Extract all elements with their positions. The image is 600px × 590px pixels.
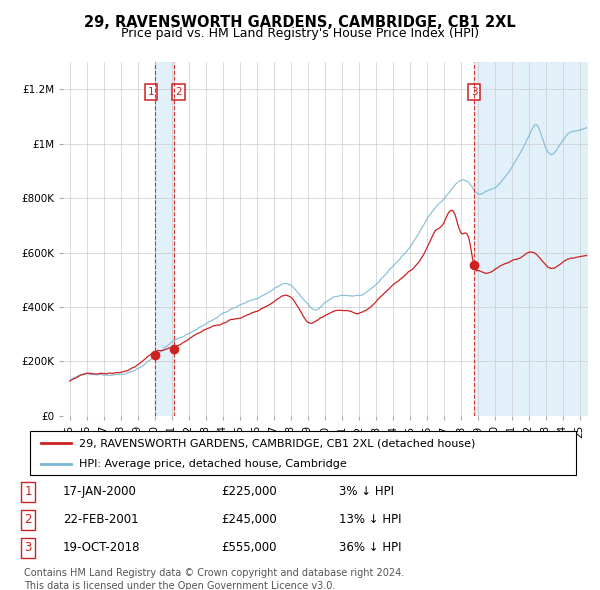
Text: 3: 3 [25,541,32,554]
Text: Price paid vs. HM Land Registry's House Price Index (HPI): Price paid vs. HM Land Registry's House … [121,27,479,40]
Text: 19-OCT-2018: 19-OCT-2018 [63,541,140,554]
Text: HPI: Average price, detached house, Cambridge: HPI: Average price, detached house, Camb… [79,459,347,469]
Bar [155,62,174,416]
Bar [474,62,588,416]
Text: £245,000: £245,000 [221,513,277,526]
Text: 2: 2 [175,87,182,97]
Text: 13% ↓ HPI: 13% ↓ HPI [340,513,402,526]
Text: 29, RAVENSWORTH GARDENS, CAMBRIDGE, CB1 2XL (detached house): 29, RAVENSWORTH GARDENS, CAMBRIDGE, CB1 … [79,438,476,448]
Text: 3: 3 [471,87,478,97]
Text: 22-FEB-2001: 22-FEB-2001 [63,513,139,526]
Text: 3% ↓ HPI: 3% ↓ HPI [340,486,394,499]
FancyBboxPatch shape [30,431,576,475]
Text: 2: 2 [25,513,32,526]
Text: 17-JAN-2000: 17-JAN-2000 [63,486,137,499]
Text: 1: 1 [25,486,32,499]
Text: 1: 1 [148,87,154,97]
Text: Contains HM Land Registry data © Crown copyright and database right 2024.
This d: Contains HM Land Registry data © Crown c… [24,568,404,590]
Text: 36% ↓ HPI: 36% ↓ HPI [340,541,402,554]
Text: 29, RAVENSWORTH GARDENS, CAMBRIDGE, CB1 2XL: 29, RAVENSWORTH GARDENS, CAMBRIDGE, CB1 … [84,15,516,30]
Text: £555,000: £555,000 [221,541,277,554]
Text: £225,000: £225,000 [221,486,277,499]
